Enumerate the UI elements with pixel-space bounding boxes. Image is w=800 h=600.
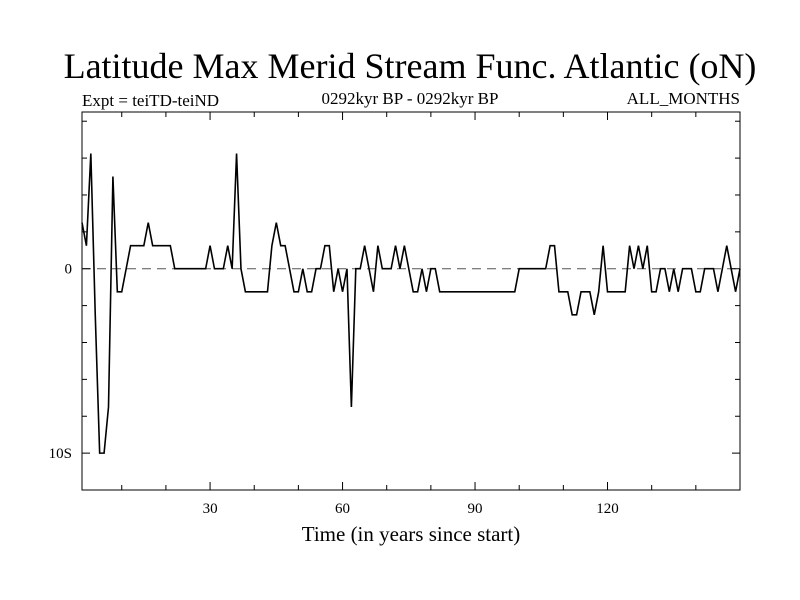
tick-labels: 30 60 90 120 0 10S (49, 262, 619, 517)
plot-frame (81, 111, 741, 491)
months-label: ALL_MONTHS (627, 89, 740, 108)
y-tick-label: 0 (65, 262, 73, 278)
experiment-label: Expt = teiTD-teiND (82, 91, 219, 110)
x-tick-label: 30 (203, 501, 218, 517)
x-tick-label: 60 (335, 501, 350, 517)
period-label: 0292kyr BP - 0292kyr BP (322, 89, 499, 108)
x-tick-label: 90 (468, 501, 483, 517)
axis-ticks (82, 112, 740, 490)
chart-title: Latitude Max Merid Stream Func. Atlantic… (64, 46, 757, 86)
x-tick-label: 120 (596, 501, 619, 517)
series-line (81, 153, 741, 454)
y-tick-label: 10S (49, 446, 72, 462)
x-axis-label: Time (in years since start) (302, 522, 521, 546)
